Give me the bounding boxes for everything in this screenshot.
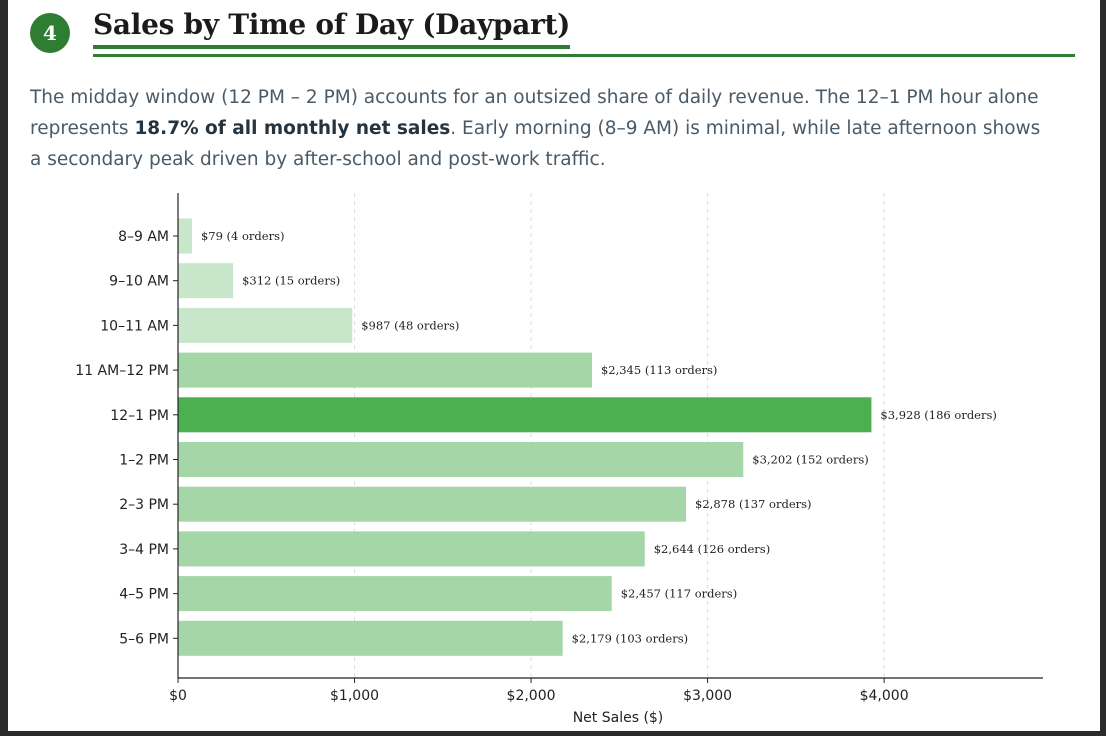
data-label-1: $312 (15 orders) xyxy=(242,274,340,288)
chart-y-tick-labels: 8–9 AM 9–10 AM 10–11 AM 11 AM–12 PM 12–1 PM 1… xyxy=(75,229,169,647)
bar-3 xyxy=(178,352,592,388)
y-tick-label-3: 11 AM–12 PM xyxy=(75,363,169,379)
daypart-bar-chart: $79 (4 orders) $312 (15 orders) $987 (48 o… xyxy=(75,193,1043,726)
y-tick-label-7: 3–4 PM xyxy=(119,542,169,558)
data-label-0: $79 (4 orders) xyxy=(201,229,285,243)
bar-5 xyxy=(178,442,744,477)
x-tick-label-1: $1,000 xyxy=(330,688,379,704)
title-underline xyxy=(93,45,570,49)
bar-2 xyxy=(178,307,353,343)
section-title: Sales by Time of Day (Daypart) xyxy=(93,8,571,41)
data-label-8: $2,457 (117 orders) xyxy=(621,587,737,601)
y-tick-label-9: 5–6 PM xyxy=(119,631,169,647)
bar-9 xyxy=(178,620,563,656)
data-label-2: $987 (48 orders) xyxy=(361,318,459,332)
chart-data-labels: $79 (4 orders) $312 (15 orders) $987 (48 o… xyxy=(201,229,997,645)
y-tick-label-0: 8–9 AM xyxy=(118,229,169,245)
intro-highlight: 18.7% of all monthly net sales xyxy=(134,118,451,139)
bar-1 xyxy=(178,263,234,299)
bar-7 xyxy=(178,531,645,567)
y-tick-label-4: 12–1 PM xyxy=(110,408,169,424)
data-label-5: $3,202 (152 orders) xyxy=(752,453,868,467)
chart-gridlines xyxy=(354,193,885,678)
x-tick-label-0: $0 xyxy=(169,688,187,704)
section-divider xyxy=(93,54,1075,57)
chart-axes xyxy=(173,193,1043,683)
data-label-7: $2,644 (126 orders) xyxy=(654,542,770,556)
y-tick-label-8: 4–5 PM xyxy=(119,587,169,603)
chart-x-tick-labels: $0 $1,000 $2,000 $3,000 $4,000 xyxy=(169,688,909,704)
bar-0 xyxy=(178,218,192,254)
data-label-9: $2,179 (103 orders) xyxy=(572,631,688,645)
intro-text-2: . Early morning (8–9 AM) is minimal, whi… xyxy=(30,118,1041,170)
x-tick-label-2: $2,000 xyxy=(507,688,556,704)
data-label-4: $3,928 (186 orders) xyxy=(880,408,996,422)
bar-6 xyxy=(178,486,687,522)
intro-paragraph: The midday window (12 PM – 2 PM) account… xyxy=(30,82,1050,175)
chart-bars xyxy=(178,218,872,656)
data-label-3: $2,345 (113 orders) xyxy=(601,363,717,377)
intro-text-1: The midday window (12 PM – 2 PM) account… xyxy=(30,87,1039,139)
y-tick-label-2: 10–11 AM xyxy=(100,318,169,334)
y-tick-label-1: 9–10 AM xyxy=(109,274,169,290)
bar-4 xyxy=(178,397,872,433)
report-page: 4 Sales by Time of Day (Daypart) The mid… xyxy=(8,0,1100,731)
x-tick-label-3: $3,000 xyxy=(683,688,732,704)
x-tick-label-4: $4,000 xyxy=(860,688,909,704)
x-axis-title: Net Sales ($) xyxy=(573,710,664,726)
data-label-6: $2,878 (137 orders) xyxy=(695,497,811,511)
y-tick-label-5: 1–2 PM xyxy=(119,453,169,469)
bar-8 xyxy=(178,576,612,612)
y-tick-label-6: 2–3 PM xyxy=(119,497,169,513)
section-number-badge: 4 xyxy=(30,13,70,53)
